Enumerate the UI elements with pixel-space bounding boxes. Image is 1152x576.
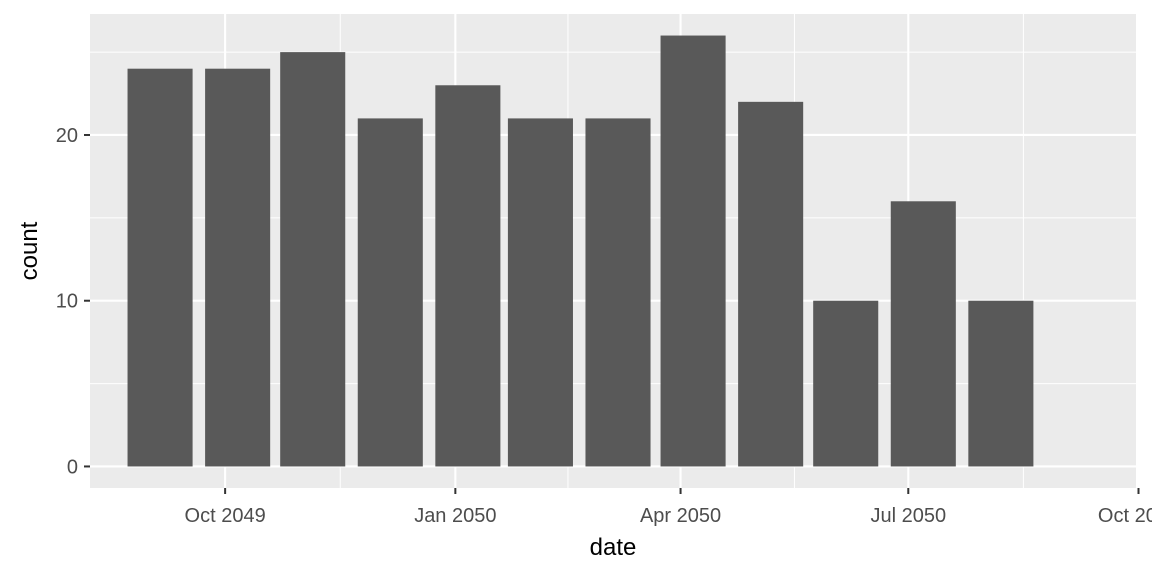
x-axis-title: date [590,534,637,561]
bar-1 [127,68,193,467]
bar-5 [435,85,501,467]
bar-12 [968,300,1034,467]
bar-3 [280,52,346,467]
bar-7 [585,118,651,467]
plot-panel [90,14,1140,488]
x-tick-label: Oct 2050 [1098,505,1152,527]
x-tick-label: Jul 2050 [870,505,946,527]
x-axis: Oct 2049 Jan 2050 Apr 2050 Jul 2050 Oct 2050 [185,488,1152,527]
y-axis-title: count [16,221,43,280]
y-tick-label: 20 [56,125,78,147]
bar-11 [890,201,956,467]
x-tick-label: Oct 2049 [185,505,266,527]
y-tick-label: 10 [56,291,78,313]
bar-8 [660,35,726,467]
bar-6 [507,118,573,467]
y-axis: 0 10 20 [56,125,90,478]
bar-4 [357,118,423,467]
bar-9 [738,101,804,467]
bar-10 [813,300,879,467]
x-tick-label: Jan 2050 [414,505,496,527]
bar-2 [205,68,271,467]
x-tick-label: Apr 2050 [640,505,721,527]
y-tick-label: 0 [67,456,78,478]
